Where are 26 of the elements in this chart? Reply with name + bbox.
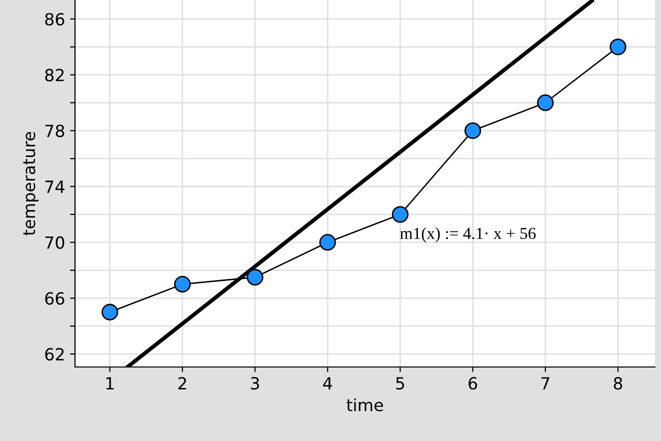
annotation: m1(x) := 4.1· x + 56 [400,227,536,242]
point [102,304,118,320]
y-tick-label: 70 [45,236,64,249]
point [174,276,191,293]
y-tick-label: 66 [45,292,64,305]
x-tick-label: 6 [468,377,478,390]
point [610,38,626,56]
point [537,94,554,112]
point [464,122,482,139]
y-tick-label: 74 [45,180,64,193]
x-tick-label: 5 [396,377,404,390]
y-tick-label: 82 [45,68,64,82]
y-axis-title: temperature [23,132,39,236]
x-tick-label: 1 [106,377,114,390]
point [319,234,336,251]
point [246,268,264,286]
x-tick-label: 3 [250,377,259,390]
point [392,206,409,223]
x-tick-label: 8 [614,377,622,390]
y-tick-label: 78 [45,124,64,138]
y-tick-label: 86 [45,12,64,26]
y-tick-label: 62 [45,348,64,361]
x-tick-label: 4 [323,377,332,390]
x-tick-label: 2 [178,377,186,390]
x-axis-title: time [346,398,383,412]
x-tick-label: 7 [541,377,550,390]
